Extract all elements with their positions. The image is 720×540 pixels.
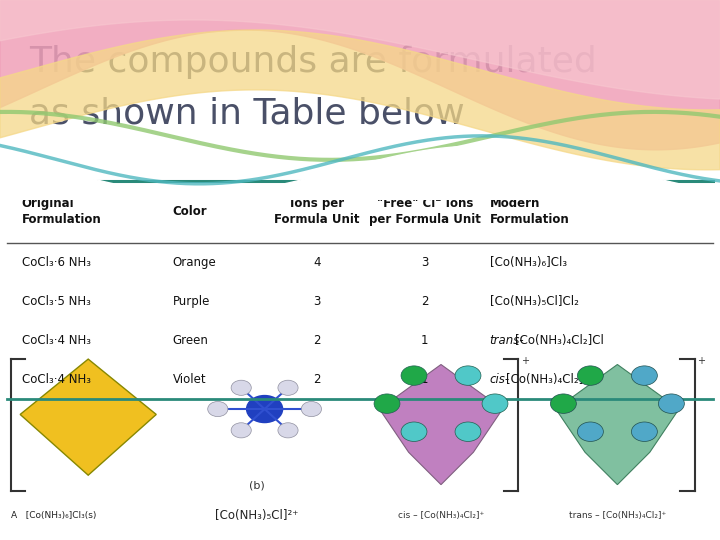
Text: Color: Color [173, 205, 207, 219]
Circle shape [301, 402, 321, 417]
Text: "Free" Cl⁻ Ions
per Formula Unit: "Free" Cl⁻ Ions per Formula Unit [369, 198, 481, 226]
Text: Original
Formulation: Original Formulation [22, 198, 102, 226]
Circle shape [374, 394, 400, 414]
Text: CoCl₃·5 NH₃: CoCl₃·5 NH₃ [22, 295, 91, 308]
Text: [Co(NH₃)₆]Cl₃: [Co(NH₃)₆]Cl₃ [490, 256, 567, 269]
Text: Purple: Purple [173, 295, 210, 308]
Text: [Co(NH₃)₅Cl]Cl₂: [Co(NH₃)₅Cl]Cl₂ [490, 295, 578, 308]
Text: CoCl₃·4 NH₃: CoCl₃·4 NH₃ [22, 373, 91, 386]
Circle shape [401, 422, 427, 441]
Text: Ions per
Formula Unit: Ions per Formula Unit [274, 198, 359, 226]
Text: 4: 4 [313, 256, 320, 269]
Polygon shape [379, 364, 503, 485]
Circle shape [278, 423, 298, 438]
Text: trans-: trans- [490, 334, 524, 347]
Circle shape [631, 366, 657, 386]
Text: CoCl₃·6 NH₃: CoCl₃·6 NH₃ [22, 256, 91, 269]
Text: The compounds are formulated: The compounds are formulated [29, 45, 597, 79]
Text: [Co(NH₃)₄Cl₂]Cl: [Co(NH₃)₄Cl₂]Cl [506, 373, 595, 386]
Text: 3: 3 [421, 256, 428, 269]
Circle shape [482, 394, 508, 414]
Text: cis-: cis- [490, 373, 510, 386]
Circle shape [551, 394, 577, 414]
Circle shape [658, 394, 684, 414]
Polygon shape [20, 359, 156, 475]
Text: [Co(NH₃)₄Cl₂]Cl: [Co(NH₃)₄Cl₂]Cl [515, 334, 603, 347]
Text: cis – [Co(NH₃)₄Cl₂]⁺: cis – [Co(NH₃)₄Cl₂]⁺ [398, 511, 484, 520]
Text: 2: 2 [313, 334, 320, 347]
Circle shape [577, 422, 603, 441]
Text: [Co(NH₃)₅Cl]²⁺: [Co(NH₃)₅Cl]²⁺ [215, 509, 298, 522]
Circle shape [455, 366, 481, 386]
Circle shape [278, 380, 298, 395]
Text: Green: Green [173, 334, 209, 347]
Circle shape [207, 402, 228, 417]
Circle shape [246, 395, 283, 422]
Circle shape [231, 380, 251, 395]
Text: Orange: Orange [173, 256, 217, 269]
Circle shape [401, 366, 427, 386]
Text: as shown in Table below: as shown in Table below [29, 97, 464, 130]
Text: 2: 2 [313, 373, 320, 386]
Polygon shape [0, 0, 720, 150]
Text: 1: 1 [421, 334, 428, 347]
Text: Violet: Violet [173, 373, 207, 386]
Circle shape [577, 366, 603, 386]
Text: +: + [521, 356, 528, 367]
Circle shape [631, 422, 657, 441]
Text: 1: 1 [421, 373, 428, 386]
Text: (b): (b) [248, 481, 264, 491]
Text: trans – [Co(NH₃)₄Cl₂]⁺: trans – [Co(NH₃)₄Cl₂]⁺ [569, 511, 666, 520]
Text: +: + [697, 356, 705, 367]
Text: A   [Co(NH₃)₆]Cl₃(s): A [Co(NH₃)₆]Cl₃(s) [11, 511, 96, 520]
Text: 3: 3 [313, 295, 320, 308]
Text: CoCl₃·4 NH₃: CoCl₃·4 NH₃ [22, 334, 91, 347]
Polygon shape [556, 364, 679, 485]
Polygon shape [0, 0, 720, 99]
Circle shape [231, 423, 251, 438]
Circle shape [455, 422, 481, 441]
Text: 2: 2 [421, 295, 428, 308]
Text: Modern
Formulation: Modern Formulation [490, 198, 570, 226]
